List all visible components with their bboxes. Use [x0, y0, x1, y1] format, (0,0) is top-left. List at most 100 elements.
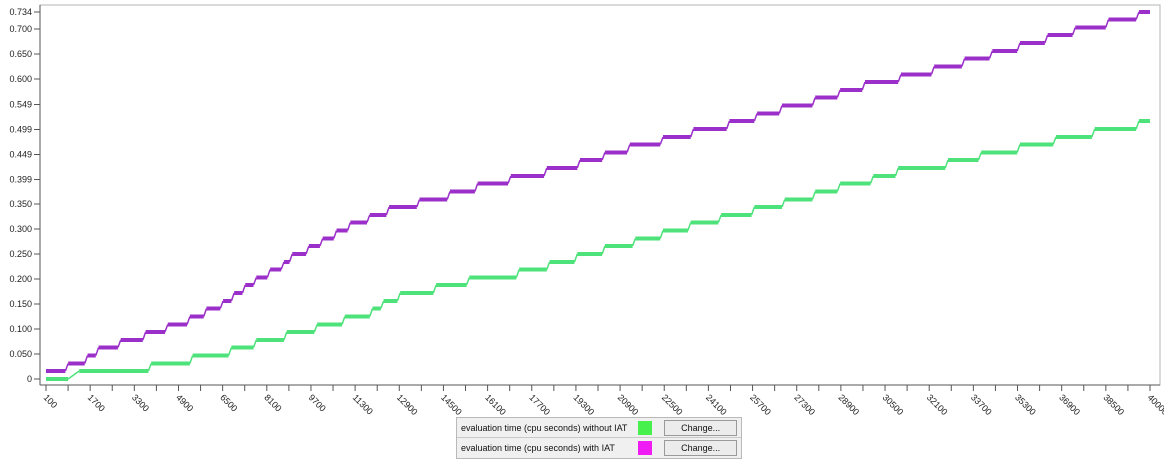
- series-riser: [474, 183, 479, 192]
- x-tick-label: 25700: [748, 392, 773, 416]
- series-riser: [95, 347, 100, 356]
- series-riser: [84, 355, 89, 364]
- x-tick-label: 38500: [1101, 392, 1126, 416]
- x-tick-label: 16100: [483, 392, 508, 416]
- y-tick-label: 0.300: [9, 224, 32, 234]
- x-tick-label: 14500: [439, 392, 464, 416]
- series-riser: [573, 253, 578, 263]
- x-tick-label: 6500: [218, 392, 239, 413]
- x-tick-label: 36900: [1057, 392, 1082, 416]
- x-tick-label: 4900: [174, 392, 195, 413]
- series-riser: [689, 128, 695, 138]
- series-riser: [576, 159, 581, 169]
- series-riser: [1091, 128, 1096, 138]
- series-riser: [930, 66, 935, 75]
- series-with-iat: [46, 10, 1150, 373]
- y-tick-label: 0.700: [9, 24, 32, 34]
- series-riser: [252, 277, 257, 286]
- series-riser: [396, 292, 401, 302]
- y-tick-label: 0.449: [9, 150, 32, 160]
- legend-item-without-iat: evaluation time (cpu seconds) without IA…: [457, 418, 741, 438]
- y-tick-label: 0.734: [9, 7, 32, 17]
- x-tick-label: 19300: [572, 392, 597, 416]
- series-riser: [977, 152, 982, 161]
- series-riser: [186, 316, 191, 325]
- series-riser: [219, 300, 224, 309]
- chart-plot: 0 0.050 0.100 0.150 0.200 0.250 0.300 0.350 0.39…: [9, 4, 1164, 416]
- series-riser: [280, 261, 285, 270]
- x-tick-label: 3300: [130, 392, 151, 413]
- x-tick-label: 28900: [836, 392, 861, 416]
- series-riser: [1135, 120, 1140, 130]
- x-tick-label: 8100: [262, 392, 283, 413]
- series-riser: [601, 152, 606, 161]
- y-tick-label: 0.150: [9, 299, 32, 309]
- series-riser: [778, 105, 783, 114]
- series-riser: [543, 167, 548, 177]
- series-riser: [385, 206, 390, 216]
- series-riser: [750, 206, 756, 216]
- x-tick-label: 12900: [395, 392, 420, 416]
- plot-area-frame: [39, 4, 1161, 386]
- series-riser: [836, 89, 841, 98]
- series-riser: [341, 316, 346, 325]
- series-riser: [781, 199, 786, 208]
- legend-swatch-without-iat: [637, 420, 653, 435]
- series-riser: [164, 324, 169, 333]
- series-riser: [725, 120, 731, 130]
- series-riser: [446, 191, 451, 200]
- series-riser: [988, 50, 993, 59]
- series-riser: [369, 308, 374, 317]
- series-riser: [1016, 144, 1021, 153]
- series-riser: [507, 175, 512, 184]
- series-riser: [601, 245, 606, 255]
- y-tick-label: 0.050: [9, 349, 32, 359]
- series-riser: [894, 167, 899, 177]
- series-riser: [346, 222, 352, 231]
- y-tick-label: 0.399: [9, 175, 32, 185]
- series-riser: [1052, 136, 1057, 145]
- y-tick-label: 0.100: [9, 324, 32, 334]
- series-riser: [117, 339, 122, 348]
- x-tick-label: 11300: [351, 392, 375, 416]
- series-riser: [861, 81, 866, 91]
- x-tick-label: 30500: [881, 392, 906, 416]
- series-riser: [230, 292, 235, 302]
- x-tick-label: 33700: [969, 392, 994, 416]
- series-riser: [283, 331, 288, 341]
- series-riser: [416, 199, 421, 208]
- series-riser: [1071, 27, 1076, 36]
- series-riser: [227, 347, 233, 356]
- y-tick-label: 0.250: [9, 249, 32, 259]
- x-tick-label: 22500: [660, 392, 685, 416]
- series-without-iat: [46, 119, 1150, 381]
- x-tick-label: 35300: [1013, 392, 1038, 416]
- series-riser: [266, 269, 271, 278]
- series-riser: [897, 74, 902, 83]
- series-riser: [241, 284, 246, 294]
- series-riser: [659, 230, 664, 239]
- x-tick-label: 17700: [527, 392, 552, 416]
- legend-swatch-with-iat: [637, 441, 653, 455]
- y-tick-label: 0.499: [9, 125, 32, 135]
- series-riser: [717, 214, 722, 223]
- series-riser: [313, 324, 318, 333]
- x-tick-label: 27300: [792, 392, 817, 416]
- series-riser: [961, 58, 966, 67]
- series-riser: [319, 238, 324, 247]
- y-tick-label: 0.600: [9, 74, 32, 84]
- series-riser: [687, 222, 692, 231]
- series-riser: [333, 230, 338, 239]
- series-riser: [944, 159, 949, 169]
- series-riser: [465, 277, 471, 286]
- y-tick-label: 0.350: [9, 199, 32, 209]
- y-tick-label: 0.650: [9, 49, 32, 59]
- series-riser: [189, 355, 194, 364]
- change-color-button-without-iat[interactable]: Change...: [664, 419, 738, 436]
- series-riser: [869, 175, 875, 184]
- series-riser: [1105, 19, 1110, 28]
- change-color-button-with-iat[interactable]: Change...: [664, 440, 738, 456]
- legend: evaluation time (cpu seconds) without IA…: [456, 417, 742, 459]
- series-riser: [515, 269, 520, 278]
- series-riser: [836, 183, 841, 192]
